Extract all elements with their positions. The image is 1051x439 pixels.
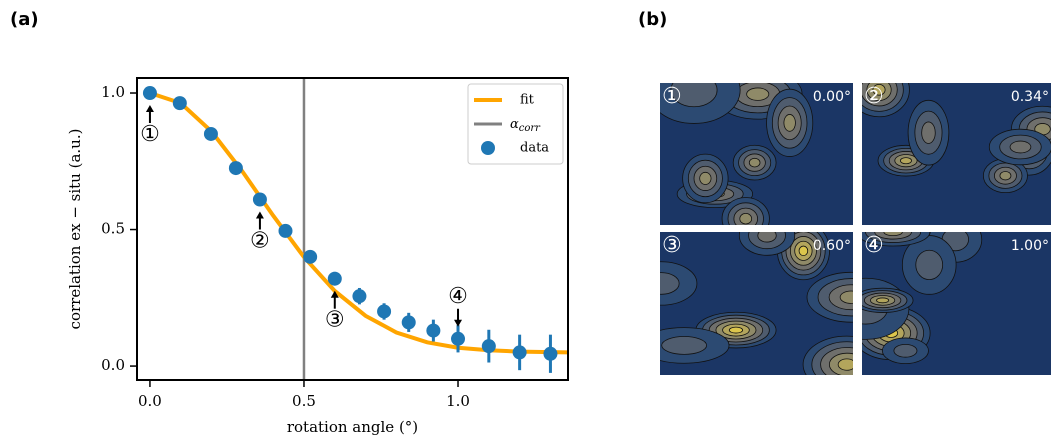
data-point (513, 345, 527, 359)
contour (1000, 171, 1011, 179)
data-point (426, 324, 440, 338)
plot: 0.0 0.5 1.0 0.0 0.5 1.0 rotation angle (°) corr… (66, 78, 568, 436)
y-tick-label: 1.0 (101, 83, 125, 101)
map-label: ④ (864, 233, 884, 258)
contour (877, 298, 889, 303)
x-tick-label: 1.0 (446, 392, 470, 410)
contour (758, 229, 776, 242)
x-tick-label: 0.0 (138, 392, 162, 410)
legend-swatch (481, 141, 495, 155)
legend-label: fit (520, 93, 535, 108)
contour (884, 229, 902, 236)
y-tick-label: 0.5 (101, 220, 125, 238)
contour (840, 291, 862, 303)
annotation: ① (140, 122, 160, 147)
contour (729, 327, 742, 333)
contour (922, 122, 936, 144)
x-axis-label: rotation angle (°) (287, 418, 418, 436)
data-point (253, 193, 267, 207)
data-point (143, 86, 157, 100)
contour (749, 158, 760, 167)
contour (799, 246, 808, 256)
contour (784, 114, 796, 131)
data-point (328, 272, 342, 286)
maps: ① 0.00° ② 0.34° ③ 0.60° ④ 1.00° (626, 57, 1051, 393)
y-tick-label: 0.0 (101, 356, 125, 374)
annotation-arrowhead (454, 320, 462, 327)
panel-label: (a) (10, 9, 39, 30)
map-angle: 0.00° (813, 89, 851, 105)
data-point (451, 332, 465, 346)
legend-label: data (520, 141, 549, 156)
annotation: ② (250, 229, 270, 254)
data-point (229, 161, 243, 175)
map-label: ③ (662, 233, 682, 258)
data-point (303, 250, 317, 264)
annotation-arrowhead (146, 105, 154, 112)
contour (700, 172, 711, 184)
map-angle: 0.60° (813, 238, 851, 254)
annotation: ③ (325, 308, 345, 333)
data-point (173, 96, 187, 110)
data-point (543, 347, 557, 361)
contour (916, 250, 943, 279)
data-point (204, 127, 218, 141)
contour (838, 359, 856, 370)
legend-label-part: corr (519, 123, 541, 134)
map-label: ② (864, 84, 884, 109)
figure: (a) (b) 0.0 0.5 1.0 0.0 0.5 1.0 rotation angle… (0, 0, 1051, 439)
data-point (402, 315, 416, 329)
contour (1010, 141, 1031, 153)
x-tick-label: 0.5 (292, 392, 316, 410)
panel-label: (b) (638, 9, 667, 30)
annotation: ④ (448, 284, 468, 309)
contour (644, 273, 680, 295)
contour (900, 158, 911, 164)
map-angle: 1.00° (1011, 238, 1049, 254)
data-point (482, 339, 496, 353)
map-label: ① (662, 84, 682, 109)
y-axis-label: correlation ex − situ (a.u.) (66, 129, 84, 330)
data-point (278, 224, 292, 238)
contour (894, 344, 917, 357)
data-point (352, 289, 366, 303)
legend-label-part: α (510, 117, 519, 132)
contour (747, 88, 769, 100)
annotation-arrowhead (256, 212, 264, 219)
contour (740, 213, 752, 224)
contour (662, 337, 707, 355)
data-point (377, 304, 391, 318)
map-angle: 0.34° (1011, 89, 1049, 105)
